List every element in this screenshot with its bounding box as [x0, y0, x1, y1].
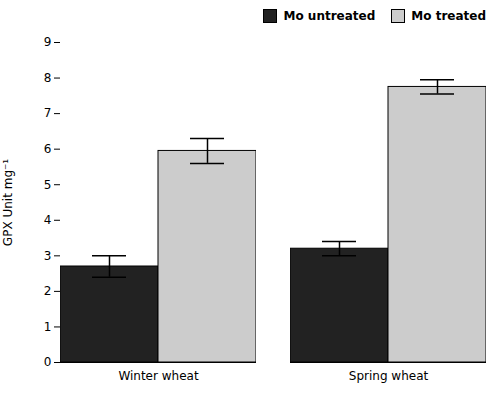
svg-text:0: 0	[44, 355, 52, 369]
svg-text:4: 4	[44, 213, 52, 227]
svg-text:7: 7	[44, 106, 52, 120]
svg-text:Winter wheat: Winter wheat	[118, 369, 199, 383]
svg-text:9: 9	[44, 35, 52, 49]
svg-text:5: 5	[44, 178, 52, 192]
html-text:Mo treated: Mo treated	[411, 9, 486, 23]
svg-text:GPX Unit mg⁻¹: GPX Unit mg⁻¹	[1, 159, 15, 246]
svg-text:1: 1	[44, 320, 52, 334]
svg-text:8: 8	[44, 71, 52, 85]
svg-text:Spring wheat: Spring wheat	[349, 369, 429, 383]
svg-text:6: 6	[44, 142, 52, 156]
svg-text:2: 2	[44, 284, 52, 298]
html-text:Mo untreated: Mo untreated	[283, 9, 376, 23]
svg-text:3: 3	[44, 249, 52, 263]
